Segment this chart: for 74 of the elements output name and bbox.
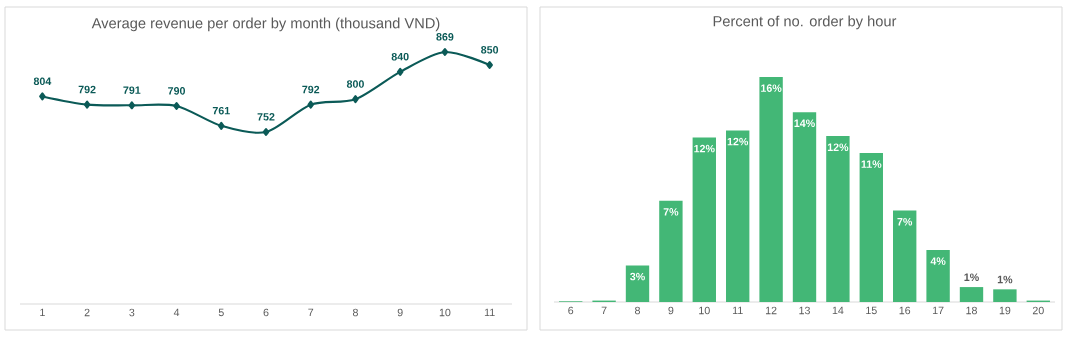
chart-title: Percent of no. order by hour [713,15,897,30]
data-label: 12% [827,143,849,151]
bar [893,210,917,302]
data-label: 16% [761,84,782,92]
point [352,95,359,104]
data-label: 12% [694,144,715,153]
x-tick-label: 9 [397,308,403,317]
point [486,60,493,69]
data-label: 869 [436,33,454,41]
x-tick-label: 5 [218,308,224,317]
bar [692,137,716,302]
bar [993,289,1017,302]
x-tick-label: 4 [173,308,180,317]
x-tick-label: 15 [866,306,877,315]
x-tick-label: 20 [1032,306,1044,315]
bar [926,249,950,302]
data-label: 1% [997,275,1013,284]
x-tick-label: 8 [352,308,358,317]
data-label: 792 [78,85,96,94]
data-label: 804 [33,77,52,86]
x-tick-label: 11 [732,306,743,315]
data-label: 840 [391,52,409,61]
point [218,121,225,130]
x-tick-label: 1 [40,308,45,317]
x-tick-label: 13 [799,306,810,315]
x-tick-label: 2 [84,308,90,317]
point [39,92,46,101]
point [83,100,91,109]
x-tick-label: 14 [832,306,844,315]
data-label: 7% [663,208,679,216]
point [396,67,404,76]
bar [959,287,984,302]
bar [659,200,683,302]
bar [726,130,750,302]
x-tick-label: 16 [899,306,911,315]
data-label: 752 [257,113,275,121]
bar [792,112,817,302]
x-tick-label: 6 [263,308,269,317]
data-label: 7% [897,217,913,226]
x-tick-label: 18 [966,306,977,315]
data-label: 850 [481,46,499,54]
data-label: 791 [123,86,141,94]
bar [859,152,883,302]
x-tick-label: 7 [308,308,314,317]
x-tick-label: 6 [568,306,574,315]
bar [826,136,850,302]
data-label: 12% [727,137,749,146]
point [128,101,136,110]
bar [625,265,650,302]
point [262,127,270,136]
x-tick-label: 7 [601,306,607,315]
x-tick-label: 10 [699,306,710,315]
x-tick-label: 9 [668,306,674,315]
point [173,102,180,111]
point [307,100,315,109]
data-label: 792 [302,85,320,94]
x-tick-label: 10 [439,308,451,317]
x-tick-label: 17 [932,306,944,315]
data-label: 11% [861,160,882,168]
data-label: 1% [964,273,979,282]
x-tick-label: 11 [484,308,495,317]
x-tick-label: 12 [765,306,777,315]
x-tick-label: 19 [999,306,1011,315]
x-tick-label: 8 [635,306,640,315]
chart-title: Average revenue per order by month (thousand VND) [91,17,440,32]
data-label: 761 [212,106,230,115]
data-label: 14% [794,119,815,128]
data-label: 790 [168,87,186,95]
x-tick-label: 3 [129,308,135,317]
data-label: 4% [930,257,946,265]
data-label: 800 [346,80,364,88]
data-label: 3% [630,272,645,281]
point [441,47,449,56]
bar [759,76,783,302]
